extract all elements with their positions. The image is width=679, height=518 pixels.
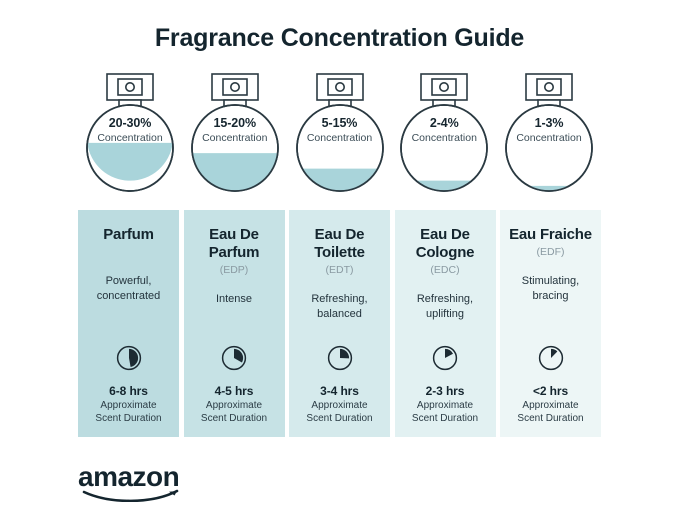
clock-dial <box>221 345 247 371</box>
perfume-bottle-icon <box>505 73 593 192</box>
duration-caption-line2: Scent Duration <box>200 413 268 424</box>
amazon-smile-arrowhead <box>169 491 177 496</box>
clock-dial <box>432 345 458 371</box>
clock-elapsed-wedge <box>445 348 454 358</box>
card-description: Stimulating, bracing <box>516 274 585 303</box>
amazon-smile-arrow <box>82 489 179 503</box>
card-abbreviation: (EDP) <box>219 264 249 276</box>
bottle-nozzle-dot <box>543 82 554 92</box>
card-title: Eau Fraiche <box>509 226 592 243</box>
duration-caption: Approximate Scent Duration <box>201 399 267 437</box>
clock-icon <box>221 345 247 371</box>
amazon-wordmark: amazon <box>78 462 179 492</box>
duration-caption-line1: Approximate <box>205 400 263 411</box>
card-abbreviation: (EDF) <box>536 246 565 258</box>
duration-value: <2 hrs <box>532 384 569 398</box>
duration-icon-wrap <box>538 345 564 376</box>
duration-caption-line1: Approximate <box>522 400 579 411</box>
bottle-liquid <box>87 142 173 181</box>
bottle-cell: 20-30% Concentration <box>78 70 182 200</box>
card-description-line1: Refreshing, <box>416 293 474 305</box>
duration-caption-line1: Approximate <box>311 400 368 411</box>
amazon-logo-mark: amazon <box>78 461 180 503</box>
fragrance-card-parfum[interactable]: Parfum Powerful, concentrated 6-8 hrs Ap… <box>78 210 179 437</box>
bottle-row: 20-30% Concentration 15-20% Concentratio… <box>0 70 679 200</box>
perfume-bottle-icon <box>190 73 279 192</box>
bottle-liquid <box>301 168 378 191</box>
bottle-body-outline <box>400 104 489 192</box>
card-abbreviation: (EDT) <box>325 264 354 276</box>
bottle-cell: 2-4% Concentration <box>392 70 496 200</box>
page-title: Fragrance Concentration Guide <box>154 24 525 52</box>
bottle-body-outline <box>295 104 384 192</box>
bottle-nozzle-dot <box>124 82 135 92</box>
duration-caption: Approximate Scent Duration <box>306 399 372 437</box>
clock-elapsed-wedge <box>128 348 138 367</box>
clock-dial <box>327 345 352 371</box>
duration-icon-wrap <box>432 345 458 376</box>
bottle-body-outline <box>86 104 174 192</box>
card-description: Refreshing, balanced <box>305 292 373 321</box>
bottle-liquid <box>192 153 278 191</box>
duration-value: 2-3 hrs <box>425 384 465 398</box>
duration-caption: Approximate Scent Duration <box>95 399 161 437</box>
clock-icon <box>538 345 563 371</box>
duration-icon-wrap <box>221 345 247 376</box>
duration-caption-line1: Approximate <box>416 400 474 411</box>
card-description-line2: balanced <box>317 307 362 320</box>
duration-caption: Approximate Scent Duration <box>517 399 583 437</box>
bottle-nozzle-dot <box>334 82 345 92</box>
duration-caption-line2: Scent Duration <box>517 413 584 424</box>
card-description-line1: Refreshing, <box>311 293 368 305</box>
perfume-bottle-icon <box>400 73 489 192</box>
card-title: Eau De Toilette <box>314 226 365 261</box>
card-description-line2: concentrated <box>96 289 161 302</box>
fragrance-card-eau-de-toilette[interactable]: Eau De Toilette (EDT) Refreshing, balanc… <box>289 210 390 437</box>
clock-elapsed-wedge <box>234 348 244 363</box>
card-description-line1: Powerful, <box>105 275 152 287</box>
card-title: Eau De Parfum <box>208 226 260 261</box>
duration-icon-wrap <box>116 345 142 376</box>
bottle-nozzle-dot <box>439 82 450 92</box>
card-description: Refreshing, uplifting <box>411 292 479 321</box>
clock-dial <box>538 345 563 371</box>
card-abbreviation: (EDC) <box>430 264 460 276</box>
card-description-line1: Intense <box>215 293 253 305</box>
clock-icon <box>116 345 141 371</box>
duration-caption-line1: Approximate <box>100 400 157 411</box>
fragrance-card-eau-fraiche[interactable]: Eau Fraiche (EDF) Stimulating, bracing <… <box>500 210 601 437</box>
card-description: Intense <box>210 292 258 307</box>
fragrance-card-eau-de-parfum[interactable]: Eau De Parfum (EDP) Intense 4-5 hrs Appr… <box>183 210 285 437</box>
duration-caption-line2: Scent Duration <box>411 413 479 424</box>
duration-caption-line2: Scent Duration <box>306 413 373 424</box>
clock-icon <box>327 345 352 371</box>
bottle-body-outline <box>190 104 279 192</box>
duration-value: 6-8 hrs <box>109 384 148 398</box>
card-title: Eau De Cologne <box>415 226 475 261</box>
card-description-line2: bracing <box>532 289 569 302</box>
duration-value: 3-4 hrs <box>320 384 359 398</box>
card-description-line1: Stimulating, <box>521 275 580 287</box>
bottle-cell: 5-15% Concentration <box>288 70 392 200</box>
duration-caption: Approximate Scent Duration <box>412 399 478 437</box>
bottle-cell: 1-3% Concentration <box>497 70 601 200</box>
card-description: Powerful, concentrated <box>91 274 167 303</box>
clock-icon <box>432 345 458 371</box>
amazon-logo: amazon <box>78 461 188 507</box>
card-row: Parfum Powerful, concentrated 6-8 hrs Ap… <box>0 210 679 437</box>
perfume-bottle-icon <box>295 73 384 192</box>
card-description-line2: uplifting <box>426 307 464 320</box>
perfume-bottle-icon <box>86 73 174 192</box>
duration-caption-line2: Scent Duration <box>95 413 162 424</box>
bottle-nozzle-dot <box>229 82 240 92</box>
duration-value: 4-5 hrs <box>214 384 254 398</box>
clock-elapsed-wedge <box>339 348 349 359</box>
duration-icon-wrap <box>327 345 353 376</box>
fragrance-card-eau-de-cologne[interactable]: Eau De Cologne (EDC) Refreshing, uplifti… <box>394 210 496 437</box>
clock-dial <box>116 345 141 371</box>
card-title: Parfum <box>103 226 154 243</box>
clock-elapsed-wedge <box>550 348 557 358</box>
bottle-body-outline <box>505 104 593 192</box>
bottle-cell: 15-20% Concentration <box>183 70 287 200</box>
